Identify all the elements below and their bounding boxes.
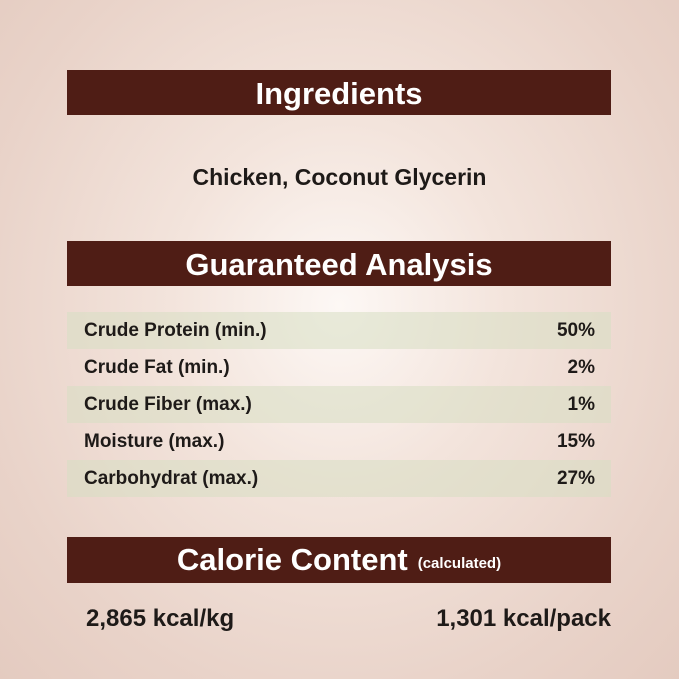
calorie-per-pack: 1,301 kcal/pack (436, 605, 611, 632)
row-value: 1% (567, 393, 595, 415)
row-label: Crude Fiber (max.) (84, 393, 252, 415)
table-row: Moisture (max.) 15% (67, 423, 611, 460)
row-label: Crude Fat (min.) (84, 356, 230, 378)
ingredients-banner: Ingredients (67, 70, 611, 115)
ingredients-title: Ingredients (255, 76, 423, 111)
calorie-per-kg: 2,865 kcal/kg (86, 605, 235, 632)
row-value: 27% (556, 467, 595, 489)
row-value: 50% (556, 319, 595, 341)
row-label: Moisture (max.) (84, 430, 225, 452)
table-row: Crude Fat (min.) 2% (67, 349, 611, 386)
calorie-banner: Calorie Content (calculated) (67, 537, 611, 583)
table-row: Carbohydrat (max.) 27% (67, 460, 611, 497)
analysis-title: Guaranteed Analysis (185, 247, 493, 282)
row-label: Carbohydrat (max.) (84, 467, 259, 489)
calorie-title: Calorie Content (176, 542, 408, 577)
analysis-banner: Guaranteed Analysis (67, 241, 611, 286)
row-value: 15% (556, 430, 595, 452)
table-row: Crude Fiber (max.) 1% (67, 386, 611, 423)
row-value: 2% (567, 356, 595, 378)
calorie-note: (calculated) (417, 555, 502, 572)
table-row: Crude Protein (min.) 50% (67, 312, 611, 349)
row-label: Crude Protein (min.) (84, 319, 267, 341)
analysis-table: Crude Protein (min.) 50% Crude Fat (min.)… (67, 312, 611, 497)
ingredients-text: Chicken, Coconut Glycerin (192, 164, 487, 190)
